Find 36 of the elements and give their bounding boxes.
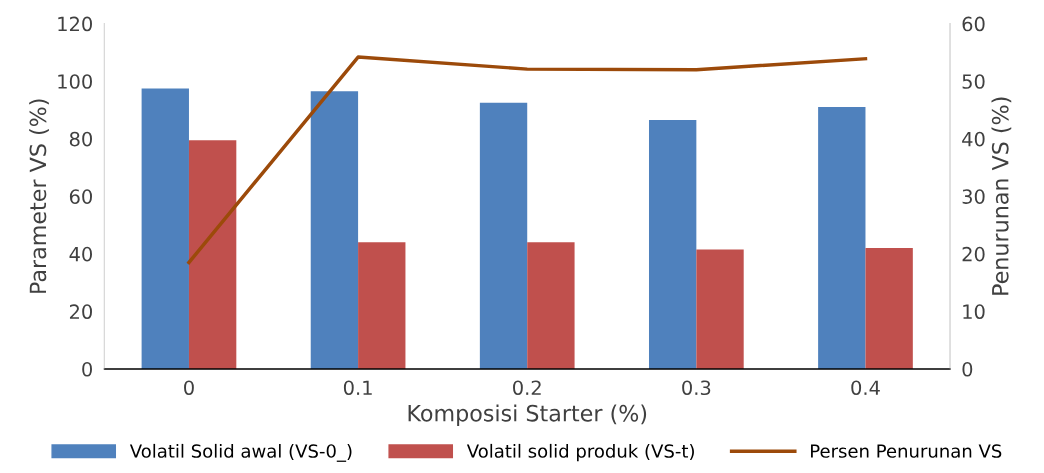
y-tick-label: 80 bbox=[69, 131, 92, 147]
bar bbox=[865, 248, 913, 369]
bar bbox=[696, 249, 744, 369]
bar bbox=[479, 102, 528, 369]
bar bbox=[358, 242, 406, 369]
y2-axis-title: Penurunan VS (%) bbox=[991, 97, 1012, 295]
bar bbox=[310, 91, 359, 369]
y-tick-label: 40 bbox=[69, 246, 92, 262]
y2-tick-label: 30 bbox=[962, 189, 985, 204]
x-tick-label: 0.2 bbox=[513, 380, 541, 396]
y-tick-label: 20 bbox=[69, 304, 92, 320]
y-tick-label: 0 bbox=[82, 361, 92, 377]
y-tick-label: 100 bbox=[58, 74, 92, 89]
y-axis-title: Parameter VS (%) bbox=[29, 99, 49, 293]
bar bbox=[648, 120, 697, 369]
y2-tick-label: 40 bbox=[962, 131, 985, 147]
bar bbox=[818, 107, 866, 369]
bar bbox=[141, 88, 189, 369]
y2-tick-label: 50 bbox=[962, 74, 985, 89]
y-tick-label: 60 bbox=[69, 189, 92, 204]
y2-tick-label: 10 bbox=[963, 304, 985, 320]
y2-tick-label: 20 bbox=[962, 246, 985, 262]
x-axis-title: Komposisi Starter (%) bbox=[408, 404, 647, 426]
y2-tick-label: 0 bbox=[962, 361, 973, 377]
bar bbox=[527, 242, 575, 369]
legend-label: Volatil Solid awal (VS-0_) bbox=[129, 443, 352, 462]
line-series bbox=[187, 55, 868, 265]
legend-label: Volatil solid produk (VS-t) bbox=[466, 443, 694, 462]
y2-tick-label: 60 bbox=[962, 16, 985, 32]
x-tick-label: 0.1 bbox=[343, 380, 372, 396]
x-tick-label: 0 bbox=[184, 380, 194, 396]
y-tick-label: 120 bbox=[58, 16, 92, 32]
x-tick-label: 0.4 bbox=[851, 380, 880, 396]
legend-label: Persen Penurunan VS bbox=[811, 444, 1002, 458]
x-tick-label: 0.3 bbox=[682, 380, 711, 396]
bar bbox=[188, 140, 237, 369]
